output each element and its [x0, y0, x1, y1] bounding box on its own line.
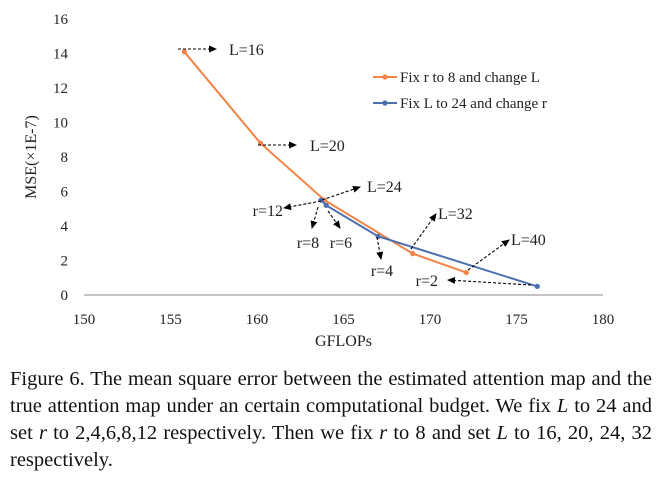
x-axis-title: GFLOPs: [315, 333, 372, 350]
y-tick-label: 4: [61, 219, 69, 235]
series-line-2: [320, 199, 538, 288]
caption-text: to 2,4,6,8,12 respectively. Then we fix: [46, 422, 380, 444]
x-tick-label: 165: [332, 312, 355, 328]
annotation-label: L=24: [367, 179, 402, 196]
annotation-label: r=6: [330, 235, 352, 252]
y-tick-label: 8: [61, 150, 69, 166]
annotation-arrow: [447, 276, 532, 286]
caption-var-r: r: [379, 422, 388, 444]
caption-text: Figure 6. The mean square error between …: [10, 368, 652, 417]
y-tick-label: 0: [61, 288, 69, 304]
annotation-label: r=12: [253, 203, 283, 220]
annotation-arrow: [321, 185, 361, 201]
annotation-arrow: [410, 213, 437, 250]
caption-var-L: L: [496, 422, 508, 444]
annotation-arrow: [310, 206, 319, 229]
annotation-arrow: [283, 200, 322, 211]
x-tick-label: 160: [246, 312, 269, 328]
data-point: [323, 202, 329, 208]
x-tick-label: 175: [505, 312, 528, 328]
x-tick-label: 170: [419, 312, 442, 328]
data-point: [534, 283, 540, 289]
data-point: [463, 269, 469, 276]
x-tick-label: 180: [592, 312, 615, 328]
caption-text: to 16, 20, 24, 32 respectively.: [10, 422, 652, 471]
caption-text: to 8 and set: [387, 422, 497, 444]
annotation-label: r=8: [297, 235, 319, 252]
x-tick-label: 150: [73, 312, 96, 328]
caption-var-L: L: [556, 395, 569, 417]
annotation-label: L=32: [438, 206, 473, 223]
axes: 0 2 4 6 8 10 12 14 16 150 155 160 165 170 175 180 GFLOPs…: [23, 12, 614, 350]
figure-caption: Figure 6. The mean square error between …: [10, 366, 652, 474]
annotation-arrow: [327, 210, 341, 229]
data-point: [181, 49, 187, 55]
y-tick-label: 10: [53, 116, 68, 132]
y-tick-label: 2: [61, 254, 69, 270]
annotation-arrow: [376, 236, 384, 260]
annotations: L=16 L=20 L=24 L=32 L=40 r=12 r=8 r=6 r=4 r=2: [178, 42, 546, 290]
caption-text: to 24 and set: [10, 395, 653, 444]
legend-label: Fix r to 8 and change L: [400, 70, 540, 86]
data-point: [410, 251, 416, 257]
y-tick-label: 12: [53, 81, 68, 97]
legend-swatch-marker: [382, 100, 388, 106]
annotation-arrow: [467, 239, 510, 271]
y-tick-label: 16: [53, 12, 69, 28]
annotation-label: L=20: [310, 138, 345, 155]
y-tick-label: 6: [61, 185, 69, 201]
annotation-label: L=40: [511, 232, 546, 249]
caption-var-r: r: [38, 422, 47, 444]
annotation-label: L=16: [229, 42, 264, 59]
legend-label: Fix L to 24 and change r: [400, 96, 547, 112]
y-axis-title: MSE(×1E-7): [23, 115, 40, 199]
annotation-label: r=2: [416, 273, 438, 290]
y-tick-label: 14: [53, 47, 69, 63]
x-tick-label: 155: [159, 312, 182, 328]
mse-gflops-chart: 0 2 4 6 8 10 12 14 16 150 155 160 165 170 175 180 GFLOPs…: [23, 12, 614, 350]
legend: Fix r to 8 and change L Fix L to 24 and c…: [373, 70, 547, 112]
legend-swatch-marker: [382, 74, 388, 80]
annotation-label: r=4: [371, 263, 393, 280]
data-point: [375, 233, 381, 239]
